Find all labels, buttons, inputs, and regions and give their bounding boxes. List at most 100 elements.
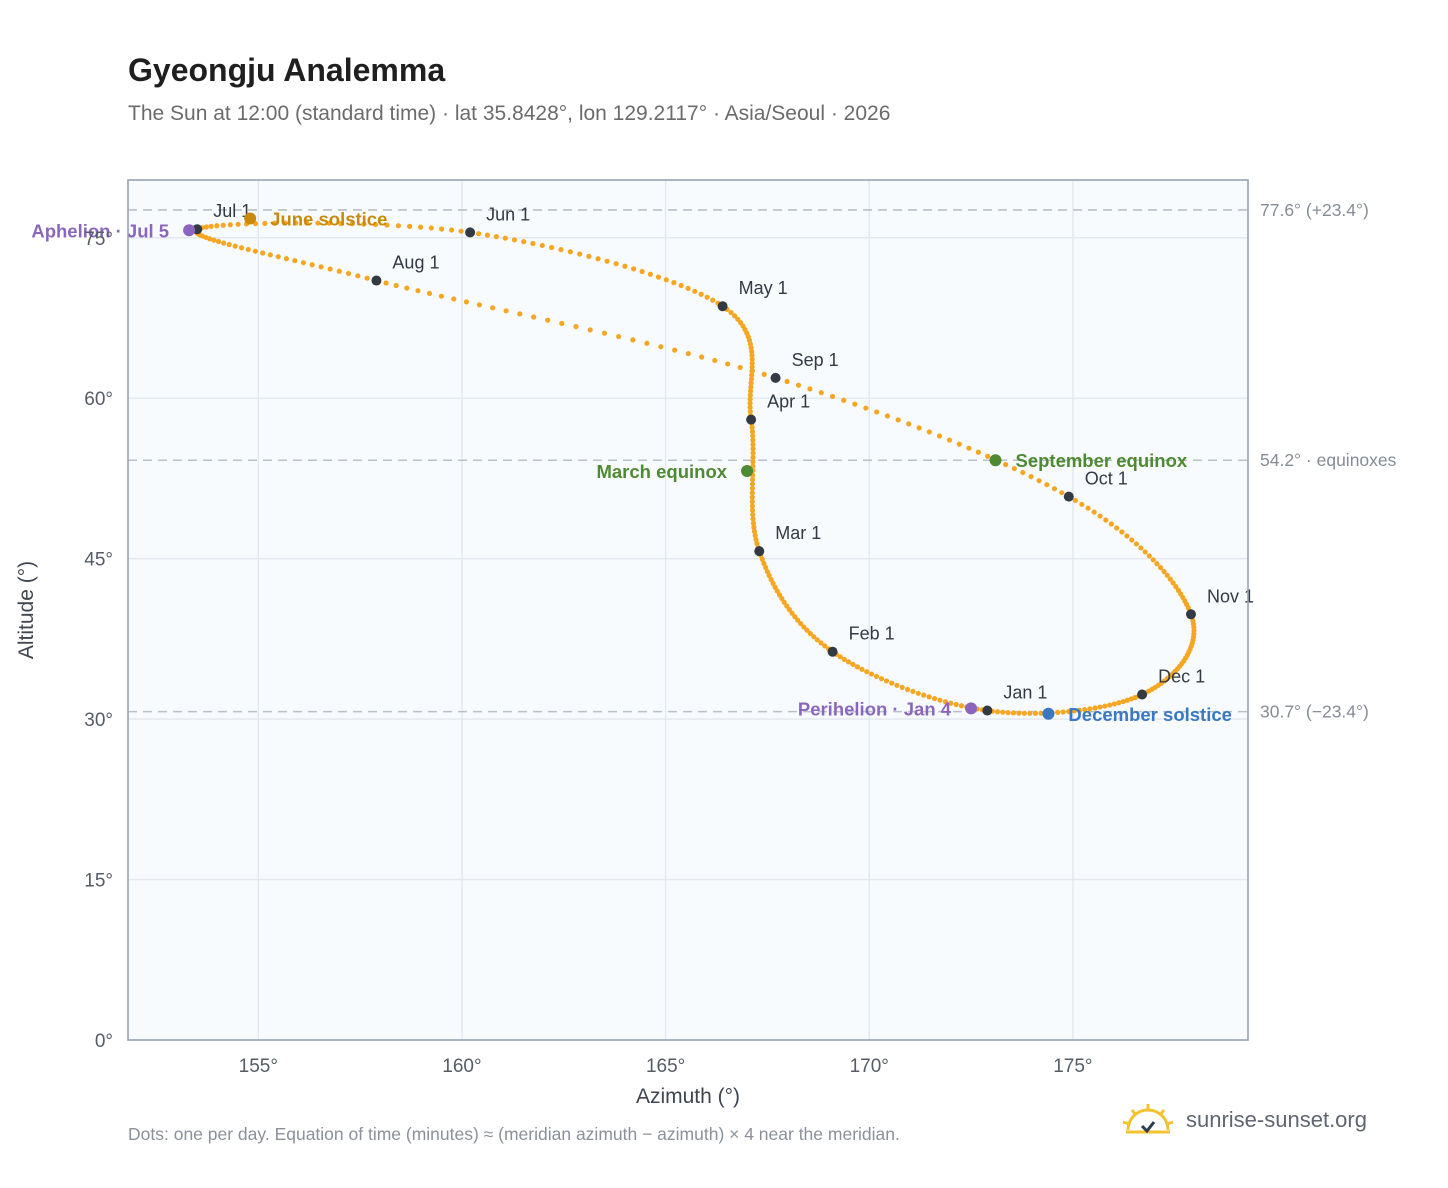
daily-dot bbox=[994, 709, 1001, 715]
daily-dot bbox=[811, 634, 817, 640]
daily-dot bbox=[586, 253, 592, 259]
daily-dot bbox=[946, 437, 953, 443]
daily-dot bbox=[545, 317, 551, 323]
daily-dot bbox=[639, 268, 645, 275]
daily-dot bbox=[1124, 697, 1130, 703]
month-marker bbox=[746, 414, 757, 425]
daily-dot bbox=[748, 376, 755, 382]
daily-dot bbox=[1044, 482, 1050, 488]
month-label: Feb 1 bbox=[849, 624, 895, 644]
daily-dot bbox=[818, 390, 824, 396]
daily-dot bbox=[852, 401, 858, 407]
daily-dot bbox=[393, 282, 399, 289]
daily-dot bbox=[521, 239, 527, 245]
daily-dot bbox=[1116, 700, 1122, 706]
month-label: Jan 1 bbox=[1003, 683, 1047, 703]
daily-dot bbox=[655, 274, 662, 280]
daily-dot bbox=[1170, 580, 1176, 586]
daily-dot bbox=[904, 686, 911, 693]
sun-logo-icon bbox=[1122, 1104, 1174, 1134]
daily-dot bbox=[747, 392, 753, 398]
daily-dot bbox=[1097, 513, 1103, 519]
daily-dot bbox=[203, 224, 209, 230]
daily-dot bbox=[275, 254, 281, 260]
daily-dot bbox=[804, 627, 810, 633]
daily-dot bbox=[1142, 549, 1148, 555]
daily-dot bbox=[750, 516, 756, 522]
daily-dot bbox=[784, 378, 790, 385]
daily-dot bbox=[749, 499, 755, 505]
daily-dot bbox=[1036, 478, 1042, 484]
daily-dot bbox=[232, 243, 238, 249]
daily-dot bbox=[1011, 465, 1017, 472]
daily-dot bbox=[747, 408, 753, 415]
daily-dot bbox=[309, 262, 315, 268]
brand-logo[interactable]: sunrise-sunset.org bbox=[1120, 1102, 1367, 1138]
daily-dot bbox=[1060, 709, 1066, 715]
daily-dot bbox=[476, 302, 483, 308]
daily-dot bbox=[725, 361, 731, 367]
daily-dot bbox=[1107, 702, 1113, 708]
daily-dot bbox=[906, 421, 912, 427]
daily-dot bbox=[558, 247, 564, 253]
daily-dot bbox=[712, 357, 718, 364]
daily-dot bbox=[1091, 509, 1097, 515]
daily-dot bbox=[768, 576, 774, 583]
month-label: Jul 1 bbox=[213, 201, 251, 221]
daily-dot bbox=[936, 433, 943, 439]
daily-dot bbox=[1146, 553, 1152, 559]
daily-dot bbox=[774, 588, 780, 594]
daily-dot bbox=[282, 220, 288, 226]
daily-dot bbox=[764, 568, 770, 575]
daily-dot bbox=[630, 337, 636, 343]
month-label: Dec 1 bbox=[1158, 667, 1205, 687]
daily-dot bbox=[749, 364, 755, 370]
daily-dot bbox=[221, 240, 227, 246]
daily-dot bbox=[1173, 583, 1179, 590]
daily-dot bbox=[751, 524, 757, 530]
daily-dot bbox=[942, 699, 948, 705]
daily-dot bbox=[859, 666, 865, 672]
chart-title: Gyeongju Analemma bbox=[128, 52, 446, 88]
daily-dot bbox=[698, 291, 704, 297]
daily-dot bbox=[338, 220, 344, 227]
daily-dot bbox=[404, 285, 410, 291]
daily-dot bbox=[749, 481, 756, 487]
daily-dot bbox=[937, 697, 943, 703]
daily-dot bbox=[245, 246, 251, 253]
daily-dot bbox=[692, 288, 698, 294]
daily-dot bbox=[837, 654, 843, 660]
daily-dot bbox=[749, 503, 755, 509]
daily-dot bbox=[732, 313, 738, 319]
x-tick-label: 165° bbox=[646, 1056, 685, 1077]
x-tick-label: 155° bbox=[239, 1056, 278, 1077]
daily-dot bbox=[956, 441, 962, 447]
reference-lines: 77.6° (+23.4°) 54.2° · equinoxes 30.7° (−2… bbox=[128, 200, 1397, 722]
daily-dot bbox=[807, 386, 813, 392]
event-label: September equinox bbox=[1015, 450, 1187, 471]
daily-dot bbox=[749, 476, 756, 483]
y-tick-label: 30° bbox=[84, 710, 113, 731]
daily-dot bbox=[252, 248, 258, 254]
month-marker bbox=[371, 275, 382, 286]
daily-dot bbox=[1059, 490, 1065, 496]
daily-dot bbox=[948, 700, 954, 706]
event-label: Aphelion · Jul 5 bbox=[31, 220, 169, 241]
daily-dot bbox=[770, 580, 776, 586]
daily-dot bbox=[889, 680, 895, 686]
daily-dot bbox=[975, 449, 981, 455]
month-label: Nov 1 bbox=[1207, 586, 1254, 606]
daily-dot bbox=[868, 671, 875, 677]
daily-dot bbox=[1157, 565, 1164, 571]
daily-dot bbox=[750, 520, 757, 526]
daily-dot bbox=[417, 224, 424, 230]
daily-dot bbox=[863, 405, 869, 411]
daily-dot bbox=[1082, 706, 1088, 713]
daily-dot bbox=[752, 532, 758, 539]
month-label: May 1 bbox=[739, 278, 788, 298]
daily-dot bbox=[747, 388, 754, 394]
daily-dot bbox=[511, 237, 518, 243]
plot-area bbox=[128, 180, 1248, 1040]
daily-dot bbox=[926, 429, 932, 435]
daily-dot bbox=[750, 446, 756, 452]
